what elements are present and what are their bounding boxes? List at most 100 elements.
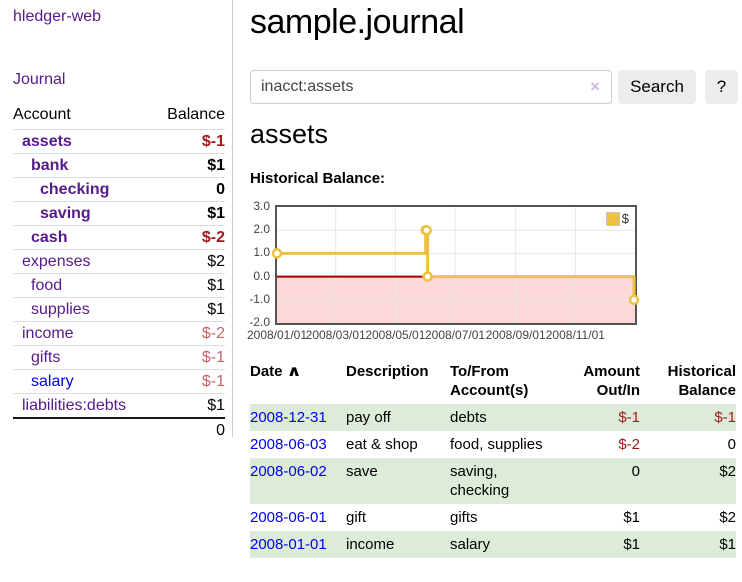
account-link[interactable]: food [31, 277, 62, 294]
legend-label: $ [622, 211, 629, 226]
search-box: × [250, 70, 612, 104]
accounts-header-account: Account [13, 102, 153, 130]
account-name-cell: supplies [13, 298, 153, 322]
account-link[interactable]: assets [22, 133, 72, 150]
transaction-accounts: saving, checking [450, 458, 560, 504]
transaction-amount: $-1 [560, 404, 648, 431]
page-title: sample.journal [250, 0, 464, 44]
account-link[interactable]: liabilities:debts [22, 397, 126, 414]
account-name-cell: salary [13, 370, 153, 394]
x-axis-tick-label: 2008/09/01 [486, 328, 546, 342]
transaction-date-link[interactable]: 2008-06-01 [250, 504, 346, 531]
transaction-accounts: food, supplies [450, 431, 560, 458]
account-balance: $1 [153, 394, 225, 419]
account-name-cell: cash [13, 226, 153, 250]
transaction-row[interactable]: 2008-06-02savesaving, checking0$2 [250, 458, 736, 504]
balance-chart: 3.02.01.00.0-1.0-2.0 2008/01/012008/03/0… [275, 205, 637, 325]
y-axis-tick-label: -1.0 [224, 292, 270, 307]
hledger-web-page: hledger-web Journal Account Balance asse… [0, 0, 742, 582]
x-axis-tick-label: 2008/01/01 [247, 328, 307, 342]
account-link[interactable]: income [22, 325, 74, 342]
account-row: food $1 [13, 274, 225, 298]
account-row: liabilities:debts $1 [13, 394, 225, 419]
account-row: saving$1 [13, 202, 225, 226]
account-link[interactable]: bank [31, 157, 68, 174]
y-axis-tick-label: 3.0 [224, 199, 270, 214]
transaction-description: pay off [346, 404, 450, 431]
account-link[interactable]: saving [40, 205, 91, 222]
legend-swatch-icon [606, 212, 620, 226]
account-name-cell: gifts [13, 346, 153, 370]
transaction-date-link[interactable]: 2008-06-03 [250, 431, 346, 458]
accounts-header-row: Account Balance [13, 102, 225, 130]
help-button[interactable]: ? [705, 70, 738, 104]
account-link[interactable]: gifts [31, 349, 60, 366]
header-balance: Historical Balance [648, 358, 736, 404]
transaction-balance: $1 [648, 531, 736, 558]
search-button[interactable]: Search [618, 70, 696, 104]
accounts-table: Account Balance assets $-1 bank $1 checking 0… [13, 102, 225, 442]
account-link[interactable]: salary [31, 373, 74, 390]
transaction-description: eat & shop [346, 431, 450, 458]
account-name-cell: liabilities:debts [13, 394, 153, 419]
x-axis-tick-label: 2008/11/01 [546, 328, 605, 342]
transaction-date-link[interactable]: 2008-01-01 [250, 531, 346, 558]
account-row: income$-2 [13, 322, 225, 346]
transaction-date-link[interactable]: 2008-12-31 [250, 404, 346, 431]
transaction-description: gift [346, 504, 450, 531]
transactions-table: Date∧ Description To/From Account(s) Amo… [250, 358, 736, 558]
transaction-amount: 0 [560, 458, 648, 504]
account-balance: $-1 [153, 370, 225, 394]
account-balance: $-1 [153, 130, 225, 154]
header-accounts: To/From Account(s) [450, 358, 560, 404]
transaction-amount: $1 [560, 531, 648, 558]
transaction-balance: 0 [648, 431, 736, 458]
account-row: gifts$-1 [13, 346, 225, 370]
account-name-cell: saving [13, 202, 153, 226]
transaction-row[interactable]: 2008-06-01giftgifts$1$2 [250, 504, 736, 531]
transaction-balance: $2 [648, 504, 736, 531]
account-balance: $1 [153, 298, 225, 322]
account-link[interactable]: cash [31, 229, 67, 246]
transaction-row[interactable]: 2008-01-01incomesalary$1$1 [250, 531, 736, 558]
balance-chart-plot [277, 207, 635, 323]
account-row: bank $1 [13, 154, 225, 178]
accounts-total-spacer [13, 418, 153, 442]
transaction-accounts: debts [450, 404, 560, 431]
account-name-cell: expenses [13, 250, 153, 274]
sidebar-divider [232, 0, 233, 437]
app-title-link[interactable]: hledger-web [13, 8, 101, 26]
account-row: supplies $1 [13, 298, 225, 322]
transaction-accounts: gifts [450, 504, 560, 531]
transaction-row[interactable]: 2008-12-31pay offdebts$-1$-1 [250, 404, 736, 431]
sort-ascending-icon: ∧ [286, 362, 301, 381]
header-date[interactable]: Date∧ [250, 358, 346, 404]
account-balance: $1 [153, 154, 225, 178]
y-axis-tick-label: 0.0 [224, 269, 270, 284]
chart-legend: $ [606, 211, 629, 226]
transaction-row[interactable]: 2008-06-03eat & shopfood, supplies$-20 [250, 431, 736, 458]
account-row: assets $-1 [13, 130, 225, 154]
account-name-cell: assets [13, 130, 153, 154]
account-link[interactable]: checking [40, 181, 109, 198]
accounts-total-row: 0 [13, 418, 225, 442]
account-name-cell: food [13, 274, 153, 298]
account-link[interactable]: expenses [22, 253, 91, 270]
account-balance: 0 [153, 178, 225, 202]
y-axis-tick-label: 1.0 [224, 245, 270, 260]
accounts-header-balance: Balance [153, 102, 225, 130]
transaction-balance: $2 [648, 458, 736, 504]
search-input[interactable] [250, 70, 612, 104]
account-link[interactable]: supplies [31, 301, 90, 318]
x-axis-tick-label: 2008/05/01 [365, 328, 425, 342]
transaction-balance: $-1 [648, 404, 736, 431]
accounts-total-value: 0 [153, 418, 225, 442]
journal-link[interactable]: Journal [13, 71, 65, 89]
search-form: × Search ? [250, 70, 742, 104]
x-axis-tick-label: 2008/03/01 [306, 328, 366, 342]
account-balance: $1 [153, 274, 225, 298]
clear-search-icon[interactable]: × [590, 77, 600, 97]
transaction-amount: $1 [560, 504, 648, 531]
header-description: Description [346, 358, 450, 404]
transaction-date-link[interactable]: 2008-06-02 [250, 458, 346, 504]
